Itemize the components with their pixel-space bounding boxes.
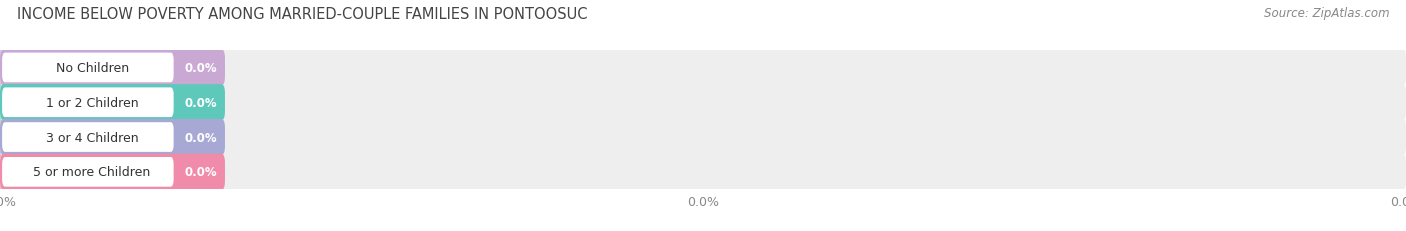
FancyBboxPatch shape	[0, 85, 1406, 121]
FancyBboxPatch shape	[0, 50, 225, 86]
Text: 0.0%: 0.0%	[184, 166, 217, 179]
Text: 3 or 4 Children: 3 or 4 Children	[46, 131, 138, 144]
FancyBboxPatch shape	[1, 88, 174, 118]
Text: 5 or more Children: 5 or more Children	[34, 166, 150, 179]
Text: INCOME BELOW POVERTY AMONG MARRIED-COUPLE FAMILIES IN PONTOOSUC: INCOME BELOW POVERTY AMONG MARRIED-COUPL…	[17, 7, 588, 22]
Text: 0.0%: 0.0%	[184, 131, 217, 144]
FancyBboxPatch shape	[1, 123, 174, 152]
Text: 0.0%: 0.0%	[184, 62, 217, 75]
FancyBboxPatch shape	[0, 85, 225, 121]
Text: No Children: No Children	[55, 62, 129, 75]
FancyBboxPatch shape	[1, 53, 174, 83]
FancyBboxPatch shape	[0, 119, 225, 155]
FancyBboxPatch shape	[1, 157, 174, 187]
Text: 0.0%: 0.0%	[184, 96, 217, 109]
Text: Source: ZipAtlas.com: Source: ZipAtlas.com	[1264, 7, 1389, 20]
FancyBboxPatch shape	[0, 154, 225, 190]
FancyBboxPatch shape	[0, 154, 1406, 190]
FancyBboxPatch shape	[0, 119, 1406, 155]
FancyBboxPatch shape	[0, 50, 1406, 86]
Text: 1 or 2 Children: 1 or 2 Children	[46, 96, 138, 109]
